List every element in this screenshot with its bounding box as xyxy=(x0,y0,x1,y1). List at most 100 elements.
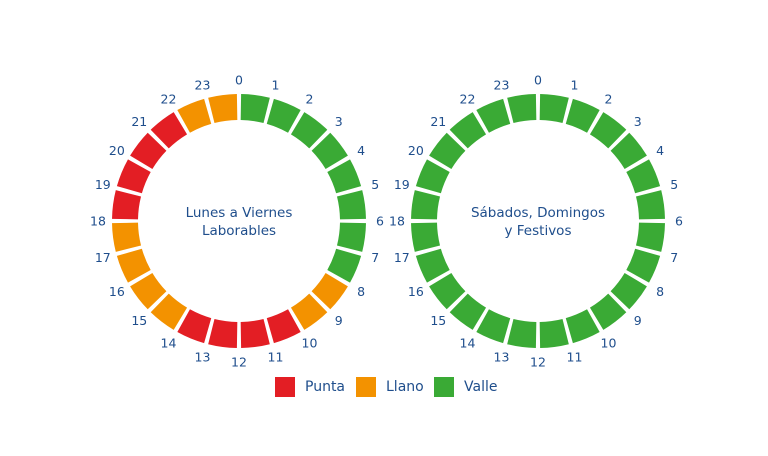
hour-label-16: 16 xyxy=(109,284,125,299)
hour-label-3: 3 xyxy=(335,114,343,129)
hour-segment-5-valle xyxy=(336,190,366,220)
hour-segment-12-punta xyxy=(208,318,238,348)
hour-label-13: 13 xyxy=(195,350,211,365)
hour-label-17: 17 xyxy=(95,250,111,265)
hour-label-6: 6 xyxy=(376,214,384,229)
hour-segment-17-valle xyxy=(411,222,441,252)
hour-segment-10-punta xyxy=(266,309,301,344)
hour-segment-2-valle xyxy=(290,112,328,149)
hour-label-7: 7 xyxy=(371,250,379,265)
hour-segment-23-llano xyxy=(208,94,238,124)
hour-label-15: 15 xyxy=(131,313,147,328)
legend-item-punta: Punta xyxy=(275,377,345,397)
hour-label-12: 12 xyxy=(231,355,247,370)
hour-segment-1-valle xyxy=(266,98,301,133)
hour-label-16: 16 xyxy=(408,284,424,299)
hour-segment-19-valle xyxy=(415,159,450,194)
hour-segment-8-valle xyxy=(610,272,647,310)
legend-item-valle: Valle xyxy=(434,377,497,397)
clock-title-line-0: Sábados, Domingos xyxy=(471,205,605,221)
hour-segment-6-valle xyxy=(336,222,366,252)
hour-label-18: 18 xyxy=(90,214,106,229)
hour-segment-9-valle xyxy=(589,293,627,330)
hour-label-12: 12 xyxy=(530,355,546,370)
legend-swatch-punta xyxy=(275,377,295,397)
hour-segment-4-valle xyxy=(327,159,362,194)
hour-label-5: 5 xyxy=(670,177,678,192)
hour-label-6: 6 xyxy=(675,214,683,229)
hour-segment-2-valle xyxy=(589,112,627,149)
hour-label-22: 22 xyxy=(161,91,177,106)
clock-title-line-1: y Festivos xyxy=(505,223,572,239)
legend-swatch-valle xyxy=(434,377,454,397)
hour-segment-22-valle xyxy=(476,98,511,133)
legend-swatch-llano xyxy=(356,377,376,397)
hour-segment-14-llano xyxy=(150,293,188,330)
hour-segment-14-valle xyxy=(449,293,487,330)
hour-segment-12-valle xyxy=(507,318,537,348)
clock-title-line-1: Laborables xyxy=(202,223,276,239)
clock-title-line-0: Lunes a Viernes xyxy=(186,205,293,221)
hour-segment-7-valle xyxy=(327,248,362,283)
hour-segment-19-punta xyxy=(116,159,151,194)
hour-label-23: 23 xyxy=(195,77,211,92)
hour-label-13: 13 xyxy=(494,350,510,365)
hour-segment-17-llano xyxy=(112,222,142,252)
hour-label-5: 5 xyxy=(371,177,379,192)
hour-label-22: 22 xyxy=(460,91,476,106)
hour-label-8: 8 xyxy=(656,284,664,299)
hour-label-14: 14 xyxy=(460,336,476,351)
hour-label-3: 3 xyxy=(634,114,642,129)
hour-label-7: 7 xyxy=(670,250,678,265)
hour-label-1: 1 xyxy=(571,77,579,92)
hour-segment-9-llano xyxy=(290,293,328,330)
hour-label-18: 18 xyxy=(389,214,405,229)
hour-label-2: 2 xyxy=(306,91,314,106)
hour-segment-16-llano xyxy=(116,248,151,283)
hour-segment-23-valle xyxy=(507,94,537,124)
hour-label-20: 20 xyxy=(408,143,424,158)
hour-label-14: 14 xyxy=(161,336,177,351)
hour-label-0: 0 xyxy=(534,73,542,88)
hour-segment-20-valle xyxy=(429,132,466,170)
hour-segment-4-valle xyxy=(626,159,661,194)
hour-label-9: 9 xyxy=(335,313,343,328)
hour-label-19: 19 xyxy=(394,177,410,192)
hour-segment-21-punta xyxy=(150,112,188,149)
hour-segment-13-valle xyxy=(476,309,511,344)
hour-segment-18-valle xyxy=(411,190,441,220)
hour-segment-1-valle xyxy=(565,98,600,133)
hour-segment-6-valle xyxy=(635,222,665,252)
legend-label-punta: Punta xyxy=(305,379,346,395)
hour-label-8: 8 xyxy=(357,284,365,299)
hour-label-10: 10 xyxy=(302,336,318,351)
hour-segment-15-llano xyxy=(130,272,167,310)
hour-label-11: 11 xyxy=(268,350,284,365)
hour-label-4: 4 xyxy=(357,143,365,158)
hour-label-21: 21 xyxy=(430,114,446,129)
legend-label-valle: Valle xyxy=(464,379,498,395)
hour-segment-20-punta xyxy=(130,132,167,170)
hour-segment-22-llano xyxy=(177,98,212,133)
legend-item-llano: Llano xyxy=(356,377,424,397)
legend: Punta Llano Valle xyxy=(0,377,768,397)
hour-segment-18-punta xyxy=(112,190,142,220)
weekend-clock: 0 1234567891011121314151617181920212223Sá… xyxy=(389,73,683,370)
hour-segment-8-llano xyxy=(311,272,348,310)
weekday-clock: 0 1234567891011121314151617181920212223Lu… xyxy=(90,73,384,370)
hour-label-19: 19 xyxy=(95,177,111,192)
hour-segment-11-punta xyxy=(240,318,270,348)
hour-label-17: 17 xyxy=(394,250,410,265)
hour-label-9: 9 xyxy=(634,313,642,328)
hour-label-1: 1 xyxy=(272,77,280,92)
hour-segment-16-valle xyxy=(415,248,450,283)
hour-segment-7-valle xyxy=(626,248,661,283)
hour-label-4: 4 xyxy=(656,143,664,158)
hour-segment-0-valle xyxy=(539,94,569,124)
hour-label-20: 20 xyxy=(109,143,125,158)
hour-label-10: 10 xyxy=(601,336,617,351)
hour-segment-13-punta xyxy=(177,309,212,344)
hour-label-0: 0 xyxy=(235,73,243,88)
hour-label-2: 2 xyxy=(605,91,613,106)
